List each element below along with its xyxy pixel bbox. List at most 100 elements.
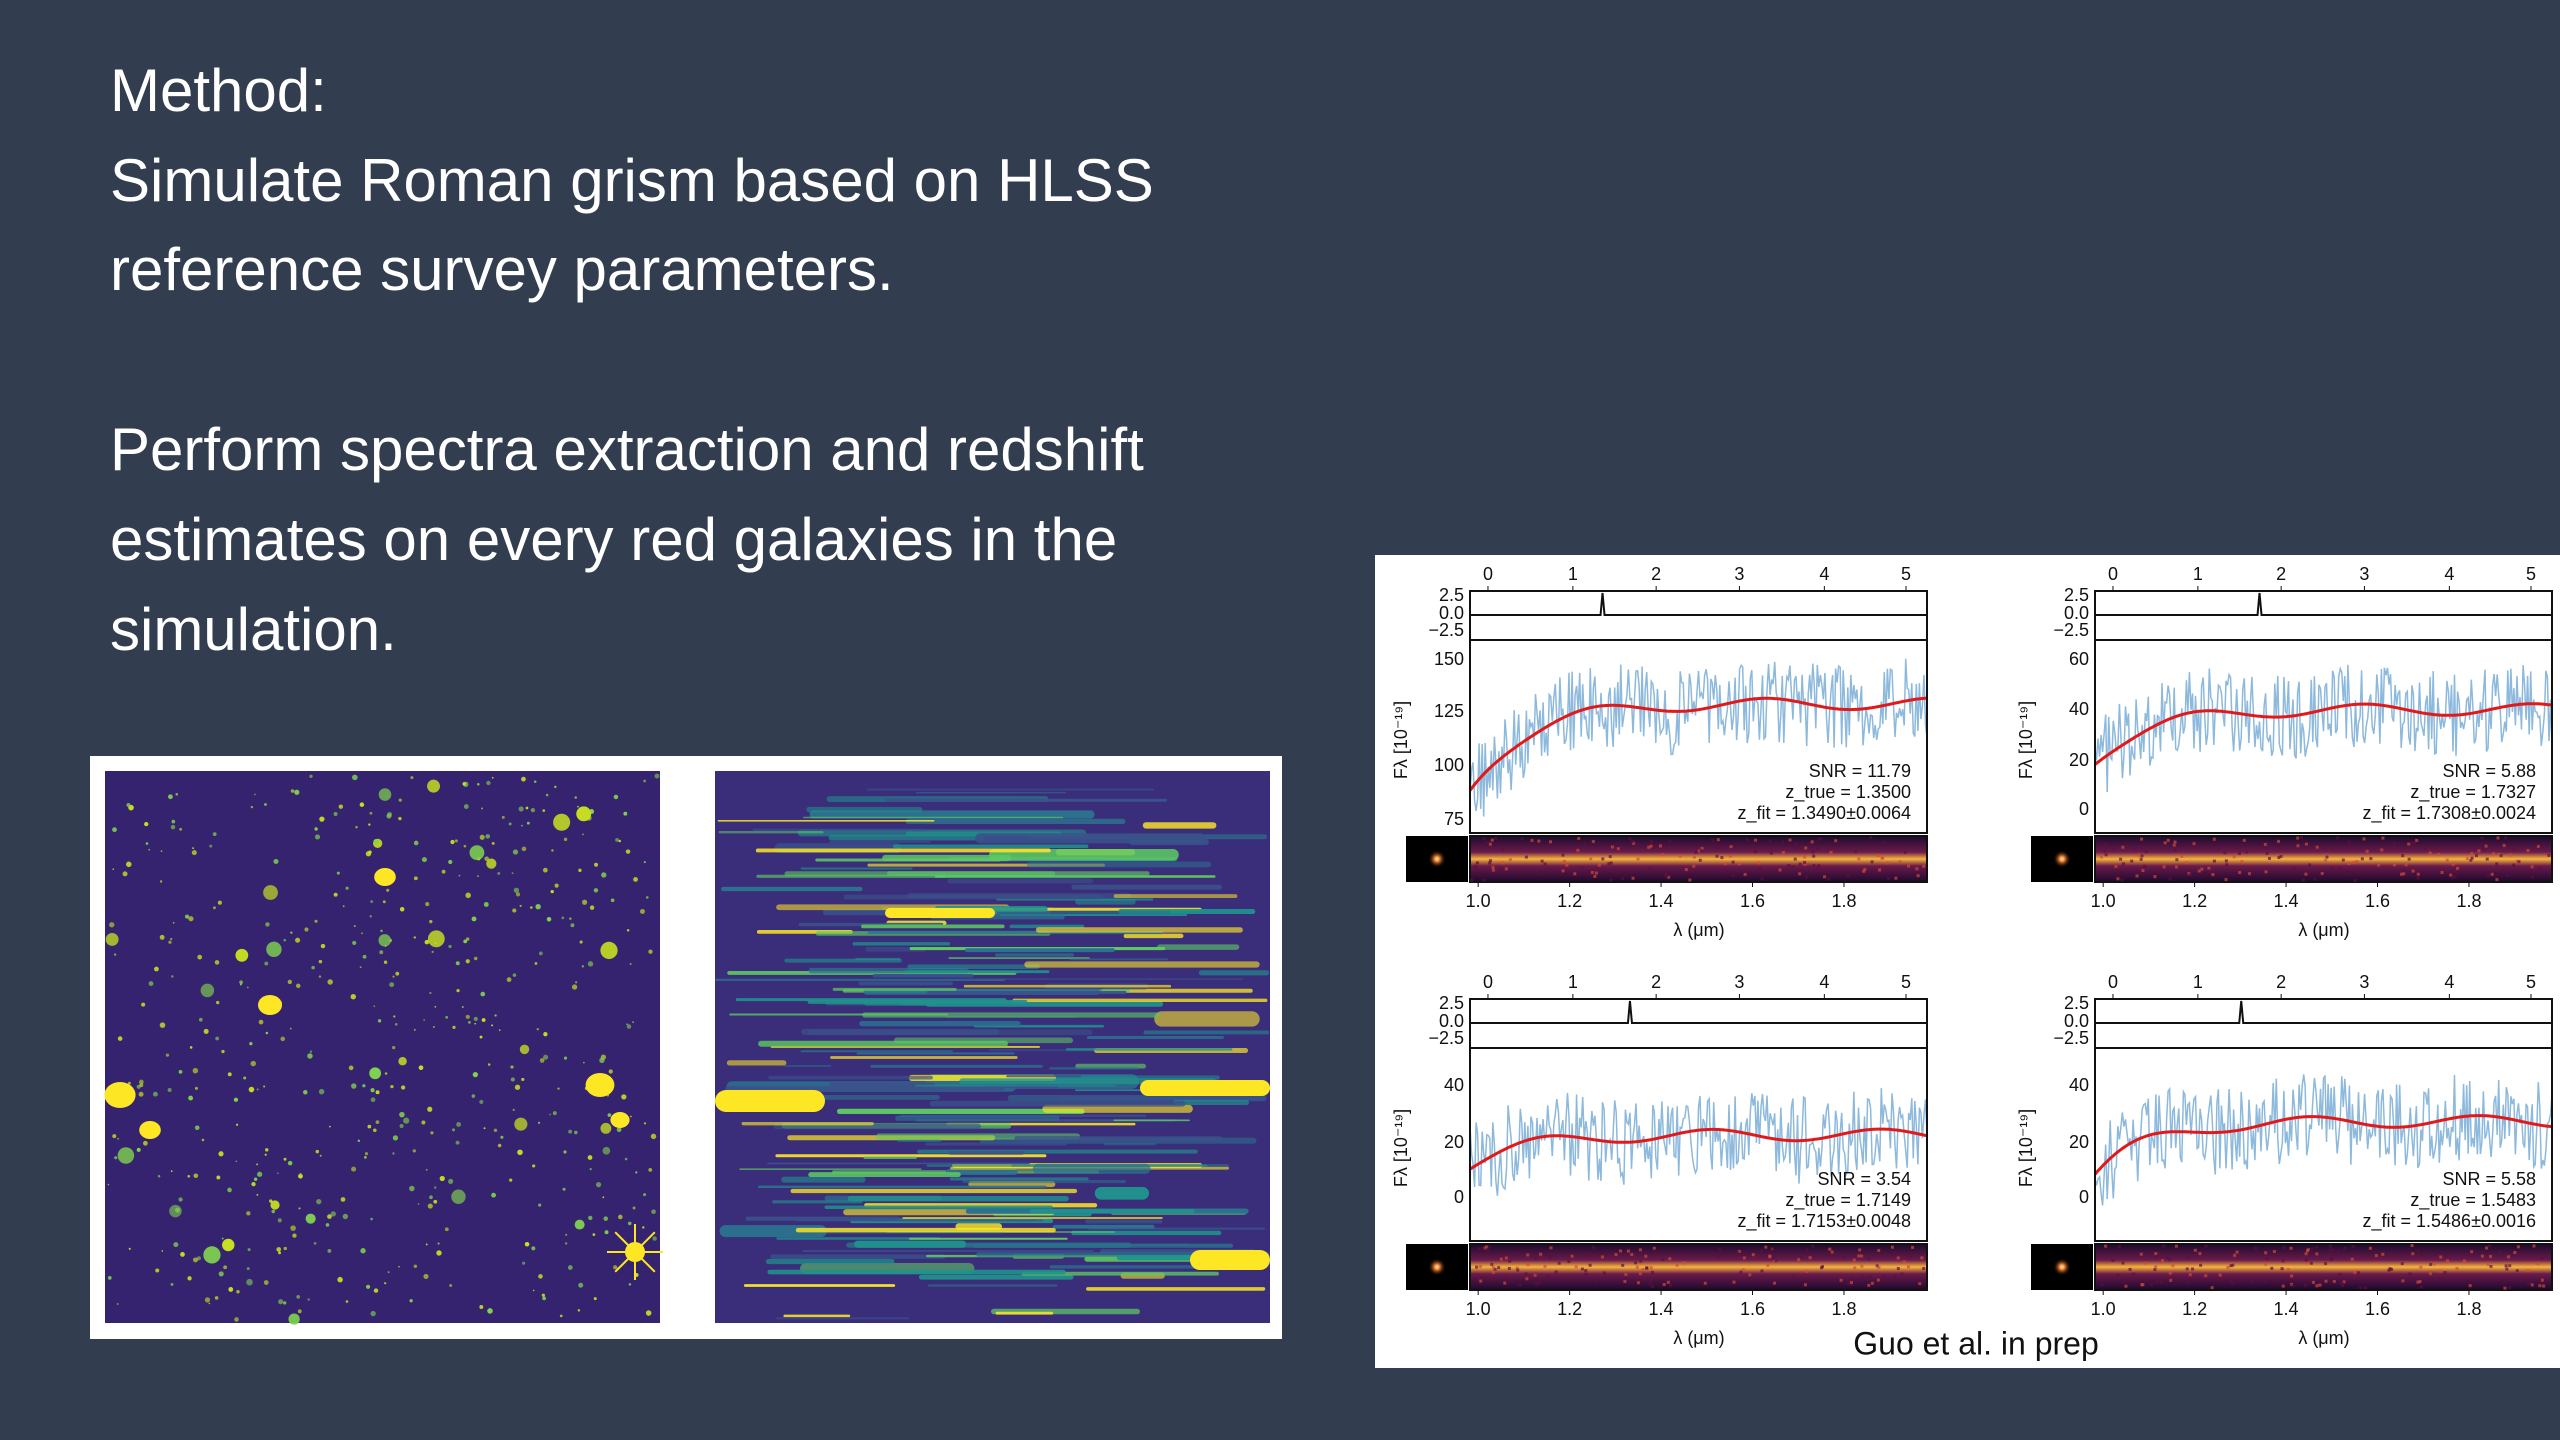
streak	[768, 1075, 933, 1080]
star	[370, 900, 374, 904]
strip-noise	[1876, 1278, 1880, 1282]
star	[595, 1182, 602, 1188]
main-box	[1469, 639, 1928, 834]
streak	[836, 1108, 1085, 1114]
strip-noise	[1850, 1276, 1854, 1280]
star	[369, 915, 372, 918]
strip-noise	[2188, 873, 2192, 877]
strip-noise	[2509, 853, 2513, 857]
strip-noise	[1780, 840, 1784, 844]
y-tick-label: 20	[2069, 750, 2089, 770]
strip-noise	[1601, 857, 1605, 861]
star	[148, 981, 154, 986]
star	[645, 896, 649, 899]
star	[365, 1284, 371, 1289]
star	[235, 1123, 239, 1126]
model-spectrum	[2095, 702, 2552, 766]
strip-noise	[1757, 861, 1761, 865]
star	[197, 1256, 201, 1261]
star	[333, 892, 338, 897]
strip-noise	[1570, 1254, 1574, 1258]
strip-noise	[1548, 1255, 1552, 1259]
star	[276, 1247, 282, 1252]
star	[168, 794, 173, 800]
annotation: z_true = 1.7149	[1785, 1190, 1911, 1211]
star	[213, 906, 216, 910]
strip-noise	[2338, 866, 2342, 870]
star	[218, 1271, 224, 1277]
strip-noise	[1861, 1275, 1865, 1279]
strip-noise	[1534, 1256, 1538, 1260]
strip-noise	[1594, 871, 1598, 875]
x-tick-label: 1.6	[1740, 1299, 1765, 1319]
strip-noise	[2304, 1258, 2308, 1262]
strip-noise	[1487, 1245, 1491, 1249]
strip-noise	[2212, 859, 2216, 863]
strip-noise	[1900, 1272, 1904, 1276]
star	[434, 1005, 437, 1008]
strip-noise	[2429, 1262, 2433, 1266]
strip-noise	[1539, 1252, 1543, 1256]
strip-noise	[1587, 1253, 1591, 1257]
strip-noise	[1634, 1261, 1638, 1265]
strip-noise	[1584, 1272, 1588, 1276]
streak	[1157, 944, 1240, 950]
star	[483, 902, 489, 907]
strip-noise	[1745, 838, 1749, 842]
strip-noise	[2280, 1267, 2284, 1271]
star	[290, 789, 295, 793]
star	[399, 1123, 404, 1129]
strip-noise	[1540, 859, 1544, 863]
strip-noise	[2233, 1253, 2237, 1257]
strip-noise	[2324, 1262, 2328, 1266]
star	[500, 1135, 504, 1139]
streak	[859, 1021, 1021, 1027]
star	[517, 1149, 523, 1156]
star	[170, 1282, 174, 1286]
strip-noise	[1499, 867, 1503, 871]
star	[194, 1086, 198, 1090]
star	[370, 1310, 376, 1317]
strip-noise	[2416, 1280, 2420, 1284]
star	[235, 1160, 238, 1163]
star	[571, 984, 578, 990]
observed-spectrum	[2095, 664, 2552, 793]
star	[201, 1138, 205, 1142]
strip-noise	[2270, 1266, 2274, 1270]
star	[299, 1173, 302, 1176]
strip-noise	[1475, 1265, 1479, 1269]
strip-noise	[2212, 837, 2216, 841]
star	[386, 888, 390, 892]
strip-noise	[1490, 838, 1494, 842]
strip-noise	[2224, 859, 2228, 863]
star	[247, 1248, 251, 1252]
star	[387, 811, 393, 817]
strip-noise	[2238, 871, 2242, 875]
star	[534, 962, 538, 965]
strip-noise	[1922, 1266, 1926, 1270]
annotation: SNR = 5.88	[2442, 761, 2536, 781]
strip-noise	[2542, 1284, 2546, 1288]
star	[271, 1209, 276, 1214]
star	[256, 1193, 259, 1196]
star	[280, 1036, 286, 1042]
strip-noise	[1881, 856, 1885, 860]
star	[393, 1015, 396, 1018]
star	[378, 788, 392, 801]
star	[533, 780, 537, 783]
star	[592, 1233, 596, 1237]
strip-noise	[1494, 836, 1498, 840]
star	[448, 944, 452, 949]
strip-noise	[2504, 1264, 2508, 1268]
strip-noise	[1858, 1248, 1862, 1252]
strip-noise	[1475, 861, 1479, 865]
strip-noise	[2340, 1280, 2344, 1284]
strip-noise	[1870, 860, 1874, 864]
star	[480, 991, 486, 997]
star	[384, 1072, 388, 1075]
star	[287, 1160, 293, 1166]
strip-noise	[1869, 836, 1873, 840]
strip-noise	[2401, 854, 2405, 858]
strip-noise	[2532, 1244, 2536, 1248]
star	[648, 949, 653, 954]
